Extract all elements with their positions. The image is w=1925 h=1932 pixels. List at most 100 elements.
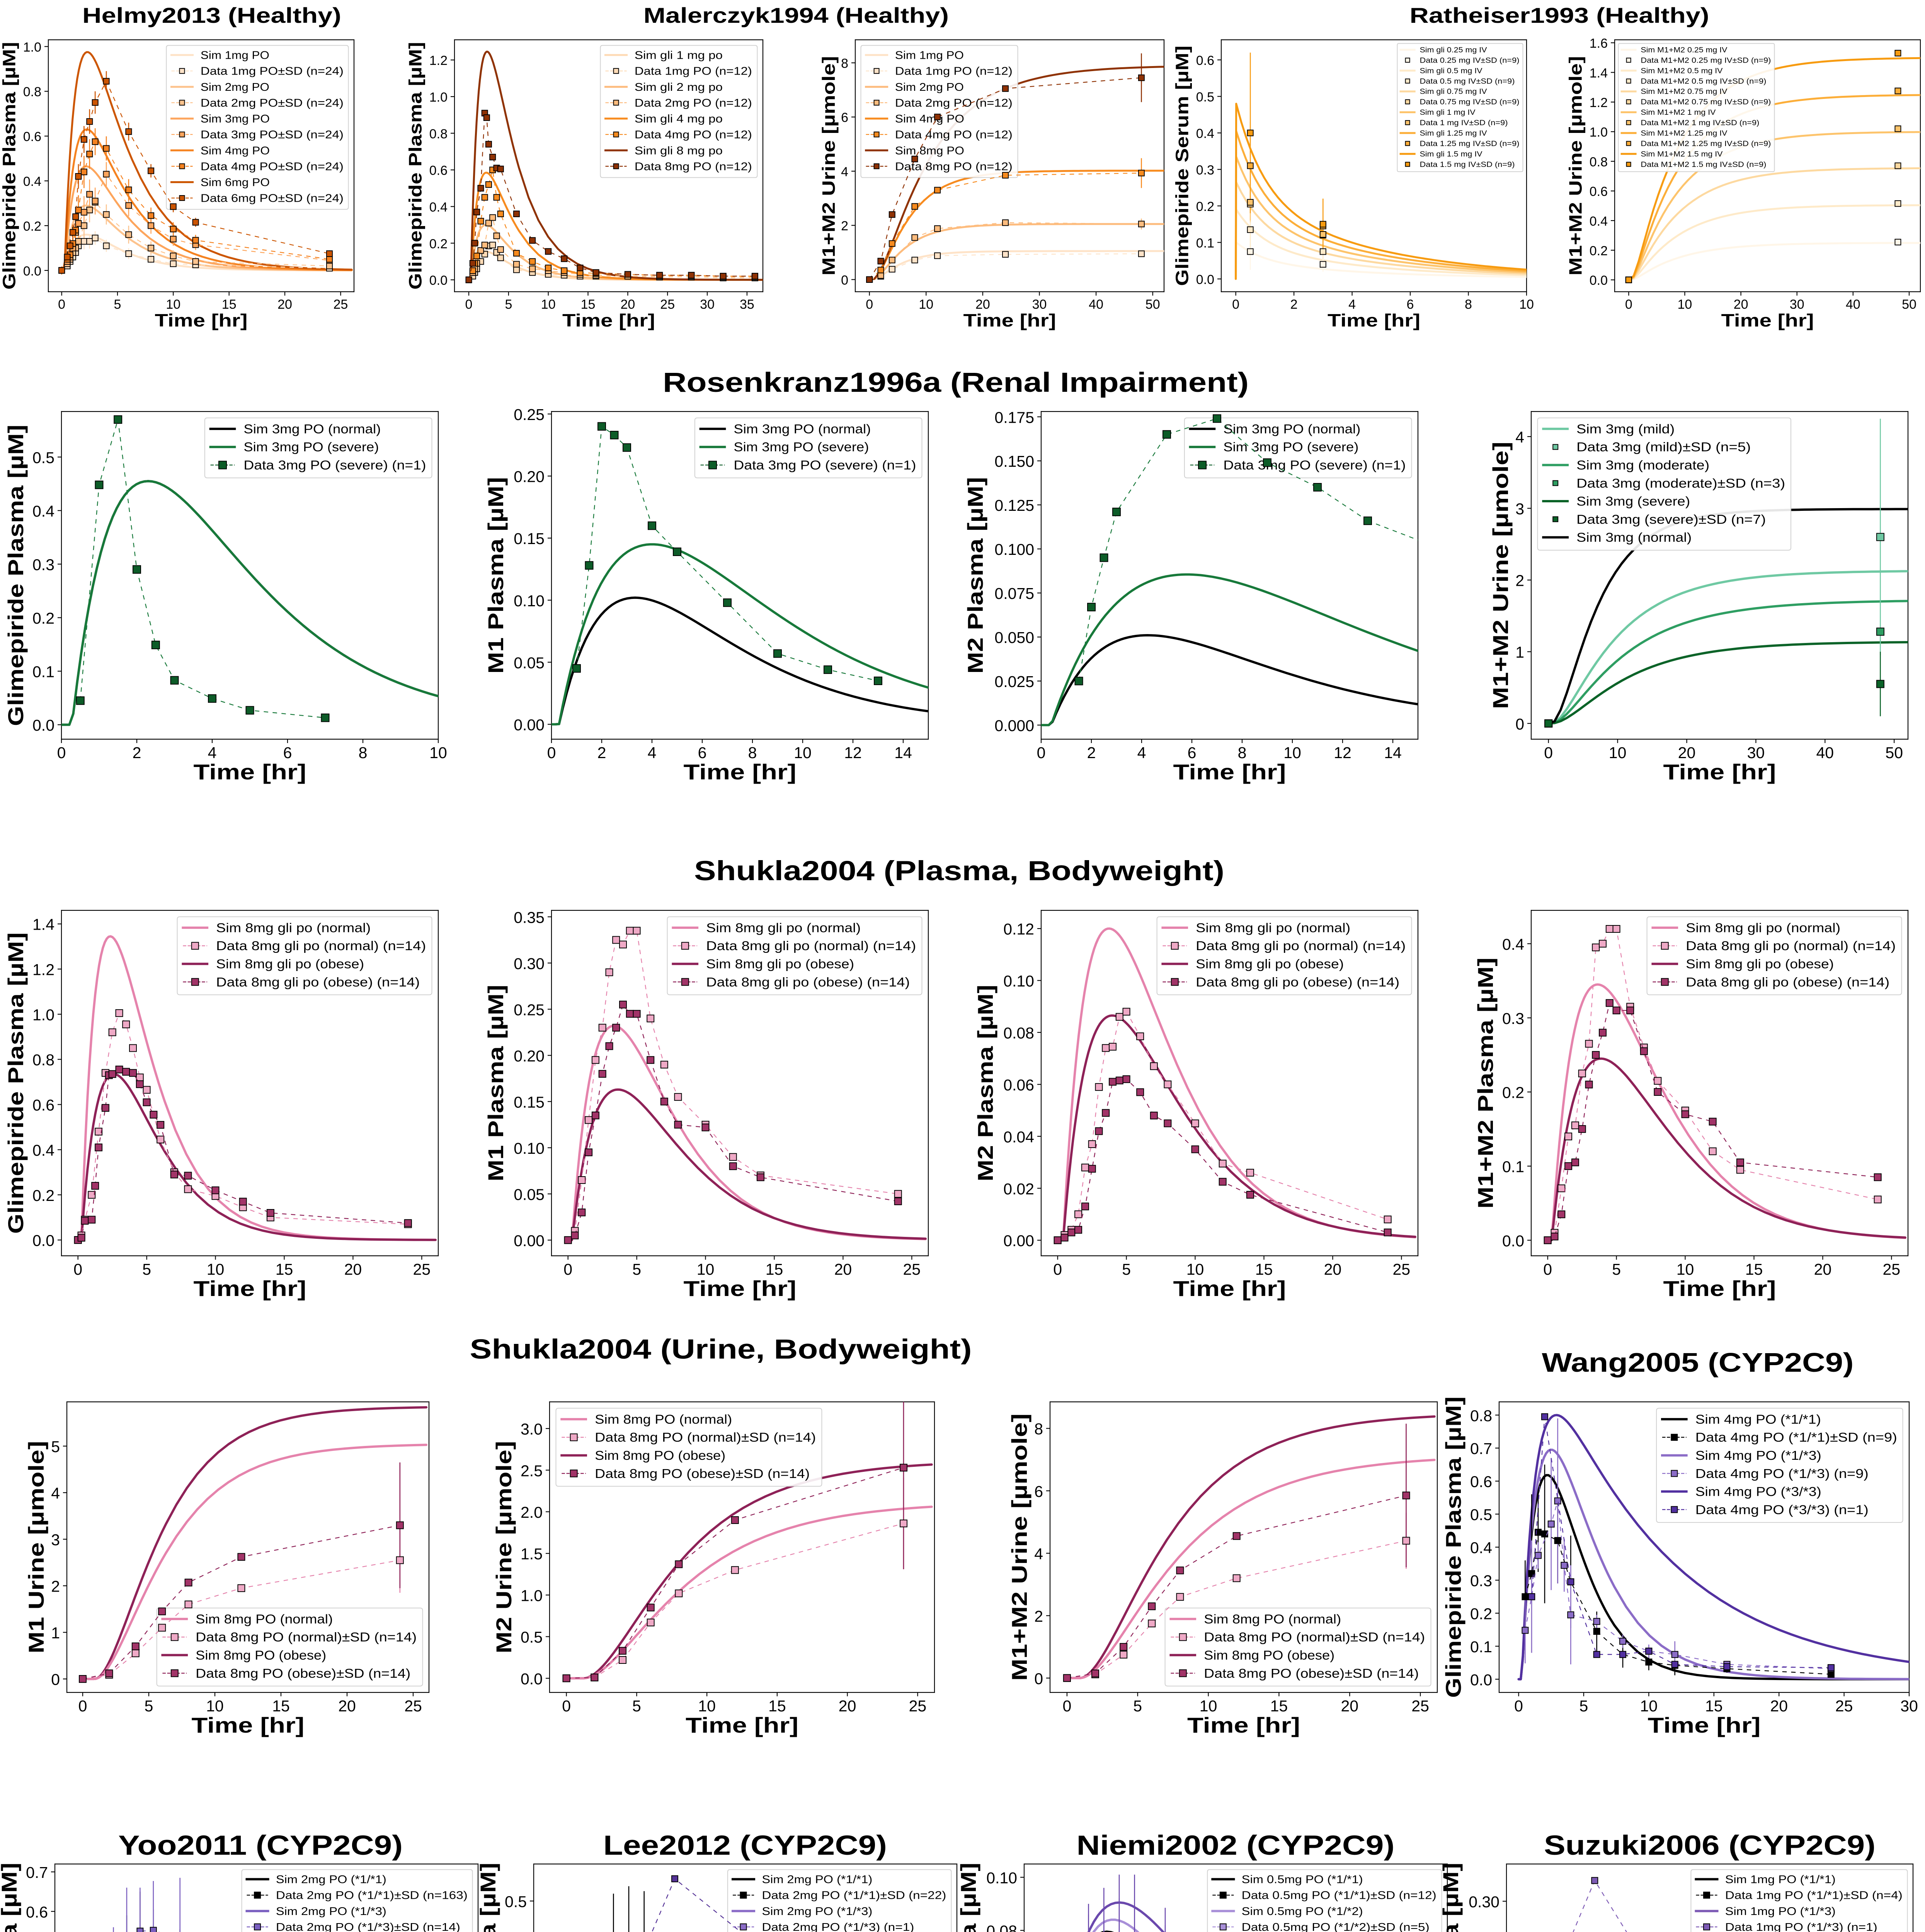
svg-text:Sim gli 2 mg po: Sim gli 2 mg po: [635, 81, 723, 94]
svg-text:20: 20: [1324, 1260, 1342, 1278]
svg-text:0.6: 0.6: [32, 1096, 54, 1114]
svg-text:0.00: 0.00: [1003, 1232, 1034, 1250]
svg-text:15: 15: [581, 297, 596, 312]
svg-text:0.0: 0.0: [1590, 273, 1608, 288]
svg-text:1.0: 1.0: [429, 90, 448, 105]
svg-text:0: 0: [1514, 1697, 1523, 1715]
svg-text:Sim 4mg PO (*1/*3): Sim 4mg PO (*1/*3): [1695, 1448, 1821, 1463]
svg-text:Data M1+M2 1.5 mg IV±SD (n=9): Data M1+M2 1.5 mg IV±SD (n=9): [1641, 161, 1766, 169]
svg-text:Data 0.5mg PO (*1/*1)±SD (n=12: Data 0.5mg PO (*1/*1)±SD (n=12): [1242, 1889, 1437, 1902]
svg-text:25: 25: [413, 1260, 431, 1278]
svg-text:0.06: 0.06: [1003, 1076, 1034, 1094]
svg-text:30: 30: [1032, 297, 1047, 312]
svg-text:25: 25: [404, 1697, 422, 1715]
svg-text:20: 20: [620, 297, 635, 312]
svg-text:M1 Urine [µmole]: M1 Urine [µmole]: [24, 1441, 48, 1653]
svg-text:Sim 8mg gli po (normal): Sim 8mg gli po (normal): [1686, 920, 1840, 935]
svg-text:Data 8mg gli po (normal) (n=14: Data 8mg gli po (normal) (n=14): [216, 939, 426, 953]
svg-text:0.1: 0.1: [1196, 236, 1214, 250]
svg-text:Data 1mg PO±SD (n=24): Data 1mg PO±SD (n=24): [201, 65, 344, 78]
svg-text:Time [hr]: Time [hr]: [1721, 310, 1814, 330]
svg-text:Sim M1+M2 0.75 mg IV: Sim M1+M2 0.75 mg IV: [1641, 88, 1727, 96]
svg-text:Data 2mg PO (n=12): Data 2mg PO (n=12): [895, 97, 1013, 109]
svg-text:Glimepiride Plasma [µM]: Glimepiride Plasma [µM]: [476, 1863, 500, 1932]
svg-text:0.6: 0.6: [26, 1903, 48, 1921]
svg-text:Sim M1+M2 0.25 mg IV: Sim M1+M2 0.25 mg IV: [1641, 46, 1727, 54]
svg-text:4: 4: [51, 1485, 60, 1502]
svg-text:6: 6: [1188, 744, 1197, 762]
svg-text:10: 10: [1186, 1260, 1204, 1278]
svg-text:25: 25: [333, 297, 348, 312]
svg-text:0.1: 0.1: [1470, 1638, 1492, 1656]
svg-text:2.5: 2.5: [521, 1462, 543, 1480]
svg-text:0: 0: [465, 297, 473, 312]
svg-text:25: 25: [1835, 1697, 1853, 1715]
svg-text:Data 1mg PO (n=12): Data 1mg PO (n=12): [635, 65, 752, 78]
svg-text:8: 8: [748, 744, 757, 762]
svg-text:Sim 4mg PO: Sim 4mg PO: [201, 145, 270, 157]
svg-text:Data 8mg gli po (obese) (n=14): Data 8mg gli po (obese) (n=14): [1686, 975, 1889, 989]
svg-text:0.6: 0.6: [1470, 1473, 1492, 1491]
svg-text:Ratheiser1993 (Healthy): Ratheiser1993 (Healthy): [1410, 3, 1709, 27]
svg-text:Sim 4mg PO: Sim 4mg PO: [895, 113, 964, 125]
svg-text:Sim 3mg PO (normal): Sim 3mg PO (normal): [1223, 422, 1360, 436]
svg-text:10: 10: [794, 744, 812, 762]
svg-text:25: 25: [1392, 1260, 1410, 1278]
svg-text:0.00: 0.00: [514, 1232, 545, 1250]
svg-text:5: 5: [1612, 1260, 1621, 1278]
svg-text:Sim 3mg PO (normal): Sim 3mg PO (normal): [243, 422, 381, 436]
svg-text:0.100: 0.100: [994, 541, 1034, 558]
svg-text:Data 8mg gli po (obese) (n=14): Data 8mg gli po (obese) (n=14): [706, 975, 910, 989]
svg-text:Niemi2002 (CYP2C9): Niemi2002 (CYP2C9): [1077, 1830, 1395, 1861]
svg-text:20: 20: [834, 1260, 852, 1278]
svg-text:Sim 4mg PO (*3/*3): Sim 4mg PO (*3/*3): [1695, 1485, 1821, 1499]
svg-text:0: 0: [58, 297, 65, 312]
svg-text:10: 10: [697, 1260, 715, 1278]
svg-text:Data 0.5mg PO (*1/*2)±SD (n=5): Data 0.5mg PO (*1/*2)±SD (n=5): [1242, 1921, 1430, 1932]
svg-text:0.10: 0.10: [1003, 972, 1034, 990]
svg-text:40: 40: [1846, 297, 1860, 312]
svg-text:0.1: 0.1: [1502, 1158, 1524, 1175]
svg-text:1.2: 1.2: [429, 53, 448, 68]
svg-text:0.05: 0.05: [514, 654, 545, 672]
svg-text:Data M1+M2 1 mg IV±SD (n=9): Data M1+M2 1 mg IV±SD (n=9): [1641, 119, 1759, 127]
svg-text:Time [hr]: Time [hr]: [686, 1713, 798, 1737]
svg-text:50: 50: [1902, 297, 1916, 312]
svg-text:3: 3: [51, 1531, 60, 1549]
svg-text:Data 1mg PO (*1/*1)±SD (n=4): Data 1mg PO (*1/*1)±SD (n=4): [1725, 1889, 1903, 1902]
svg-text:15: 15: [272, 1697, 290, 1715]
svg-text:0.00: 0.00: [514, 716, 545, 734]
svg-text:0.20: 0.20: [514, 1047, 545, 1065]
svg-text:10: 10: [206, 1697, 224, 1715]
svg-text:0.2: 0.2: [429, 236, 448, 251]
svg-text:50: 50: [1885, 744, 1903, 762]
svg-text:6: 6: [1407, 297, 1414, 312]
svg-text:5: 5: [505, 297, 512, 312]
svg-text:0.6: 0.6: [429, 163, 448, 178]
svg-text:Data M1+M2 0.25 mg IV±SD (n=9): Data M1+M2 0.25 mg IV±SD (n=9): [1641, 56, 1771, 65]
svg-text:0: 0: [1062, 1697, 1071, 1715]
svg-text:0.0: 0.0: [32, 716, 54, 734]
svg-text:Sim 8mg gli po (obese): Sim 8mg gli po (obese): [1686, 957, 1834, 971]
svg-text:0.2: 0.2: [1590, 244, 1608, 259]
svg-text:0: 0: [78, 1697, 87, 1715]
svg-text:0.0: 0.0: [32, 1232, 54, 1250]
svg-text:0.3: 0.3: [32, 556, 54, 574]
svg-text:0.175: 0.175: [994, 408, 1034, 426]
svg-text:0.5: 0.5: [521, 1628, 543, 1646]
svg-text:Data 8mg gli po (obese) (n=14): Data 8mg gli po (obese) (n=14): [216, 975, 420, 989]
svg-text:0.5: 0.5: [505, 1893, 527, 1910]
svg-text:15: 15: [768, 1697, 786, 1715]
svg-text:Shukla2004 (Plasma, Bodyweight: Shukla2004 (Plasma, Bodyweight): [694, 856, 1224, 886]
svg-text:Data 8mg PO (obese)±SD (n=14): Data 8mg PO (obese)±SD (n=14): [595, 1466, 810, 1481]
svg-text:0.04: 0.04: [1003, 1128, 1034, 1146]
svg-text:20: 20: [839, 1697, 856, 1715]
svg-text:Sim 1mg PO: Sim 1mg PO: [201, 49, 269, 62]
svg-text:Data 2mg PO (*1/*3) (n=1): Data 2mg PO (*1/*3) (n=1): [762, 1921, 914, 1932]
svg-text:Data 4mg PO (*1/*3) (n=9): Data 4mg PO (*1/*3) (n=9): [1695, 1466, 1869, 1481]
svg-text:10: 10: [166, 297, 180, 312]
svg-text:0.30: 0.30: [514, 955, 545, 973]
svg-text:8: 8: [1238, 744, 1247, 762]
svg-text:Sim gli 8 mg po: Sim gli 8 mg po: [635, 145, 723, 157]
svg-text:10: 10: [1640, 1697, 1658, 1715]
